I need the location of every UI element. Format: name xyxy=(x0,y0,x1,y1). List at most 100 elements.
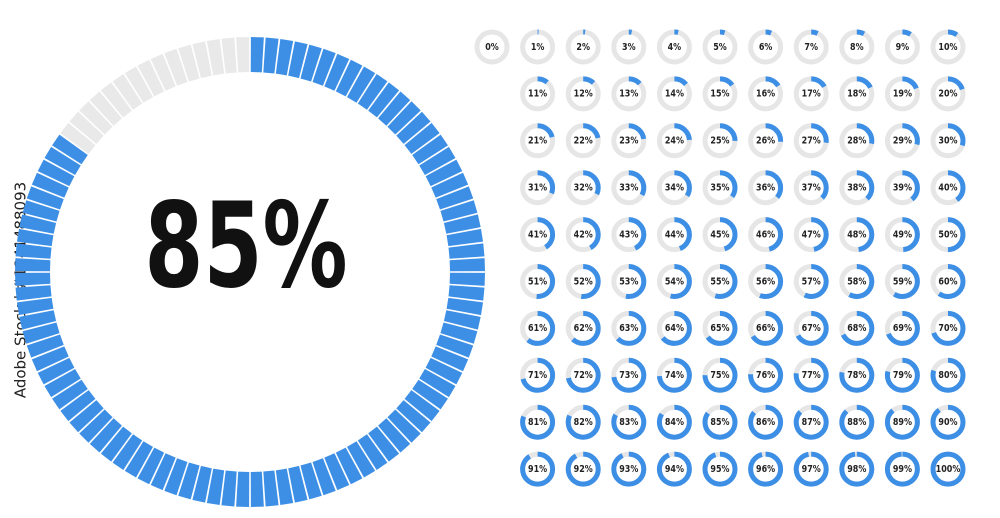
ring-segment xyxy=(89,418,122,453)
ring-segment xyxy=(449,258,485,272)
ring-progress xyxy=(611,29,647,65)
ring-segment xyxy=(137,59,165,97)
ring-segment xyxy=(16,228,54,247)
ring-segment xyxy=(89,91,122,126)
ring-segment xyxy=(31,346,69,372)
ring-label: 72% xyxy=(574,370,593,381)
ring-label: 27% xyxy=(802,136,821,147)
ring-label: 2% xyxy=(576,42,590,53)
ring-label: 44% xyxy=(665,230,684,241)
ring-label: 60% xyxy=(938,277,957,288)
ring-segment xyxy=(412,379,448,410)
ring-progress xyxy=(702,76,738,112)
ring-label: 78% xyxy=(847,370,866,381)
ring-progress xyxy=(884,76,920,112)
ring-progress xyxy=(565,264,601,299)
ring-progress xyxy=(520,29,556,65)
ring-segment xyxy=(446,297,484,316)
ring-segment xyxy=(396,111,431,144)
ring-segment xyxy=(150,53,176,91)
ring-segment xyxy=(178,462,200,500)
ring-segment xyxy=(69,400,104,433)
ring-segment xyxy=(440,200,478,222)
ring-label: 43% xyxy=(619,230,638,241)
ring-segment xyxy=(236,471,250,507)
ring-label: 45% xyxy=(710,230,729,241)
ring-segment xyxy=(15,272,51,286)
ring-label: 38% xyxy=(847,183,866,194)
ring-progress xyxy=(793,123,829,159)
ring-segment xyxy=(288,465,308,503)
ring-label: 33% xyxy=(619,183,638,194)
ring-label: 80% xyxy=(938,370,957,381)
ring-progress xyxy=(520,404,556,440)
ring-progress xyxy=(748,29,784,65)
ring-label: 98% xyxy=(847,464,866,475)
ring-label: 54% xyxy=(665,277,684,288)
ring-label: 68% xyxy=(847,323,866,334)
ring-progress xyxy=(565,29,601,65)
ring-segment xyxy=(440,322,478,344)
ring-progress xyxy=(702,170,738,206)
ring-label: 86% xyxy=(756,417,775,428)
ring-label: 20% xyxy=(938,89,957,100)
ring-segment xyxy=(112,434,143,470)
ring-progress xyxy=(839,451,875,487)
ring-label: 32% xyxy=(574,183,593,194)
ring-label: 92% xyxy=(574,464,593,475)
ring-progress xyxy=(793,357,829,393)
ring-segment xyxy=(335,447,363,485)
ring-progress xyxy=(656,76,692,112)
ring-label: 5% xyxy=(713,42,727,53)
ring-progress xyxy=(839,76,875,112)
ring-progress xyxy=(565,76,601,112)
ring-segment xyxy=(124,66,153,103)
ring-segment xyxy=(378,91,411,126)
ring-progress xyxy=(884,217,920,253)
ring-progress xyxy=(793,264,829,299)
ring-label: 81% xyxy=(528,417,547,428)
ring-progress xyxy=(656,29,692,65)
ring-segment xyxy=(26,186,64,210)
ring-segment xyxy=(206,38,225,76)
ring-segment xyxy=(312,48,336,86)
ring-progress xyxy=(702,310,738,346)
ring-progress xyxy=(702,29,738,65)
ring-label: 51% xyxy=(528,277,547,288)
ring-progress xyxy=(611,357,647,393)
ring-segment xyxy=(446,228,484,247)
ring-progress xyxy=(748,357,784,393)
ring-label: 31% xyxy=(528,183,547,194)
ring-progress xyxy=(930,264,966,299)
ring-segment xyxy=(31,172,69,198)
ring-progress xyxy=(748,264,784,299)
ring-label: 74% xyxy=(665,370,684,381)
ring-segment xyxy=(357,434,388,470)
ring-label: 35% xyxy=(710,183,729,194)
ring-label: 17% xyxy=(802,89,821,100)
ring-label: 6% xyxy=(759,42,773,53)
ring-label: 1% xyxy=(531,42,545,53)
ring-progress xyxy=(611,310,647,346)
ring-progress xyxy=(930,76,966,112)
ring-label: 79% xyxy=(893,370,912,381)
ring-segment xyxy=(178,44,200,82)
ring-progress xyxy=(656,404,692,440)
ring-segment xyxy=(378,418,411,453)
ring-segment xyxy=(443,214,481,234)
ring-label: 73% xyxy=(619,370,638,381)
ring-progress xyxy=(656,451,692,487)
ring-progress xyxy=(702,264,738,299)
ring-progress xyxy=(748,404,784,440)
ring-label: 25% xyxy=(710,136,729,147)
ring-label: 88% xyxy=(847,417,866,428)
ring-progress xyxy=(656,217,692,253)
ring-label: 24% xyxy=(665,136,684,147)
ring-label: 69% xyxy=(893,323,912,334)
ring-progress xyxy=(611,170,647,206)
ring-label: 84% xyxy=(665,417,684,428)
ring-progress xyxy=(656,310,692,346)
ring-label: 42% xyxy=(574,230,593,241)
ring-label: 89% xyxy=(893,417,912,428)
ring-segment xyxy=(79,101,113,135)
